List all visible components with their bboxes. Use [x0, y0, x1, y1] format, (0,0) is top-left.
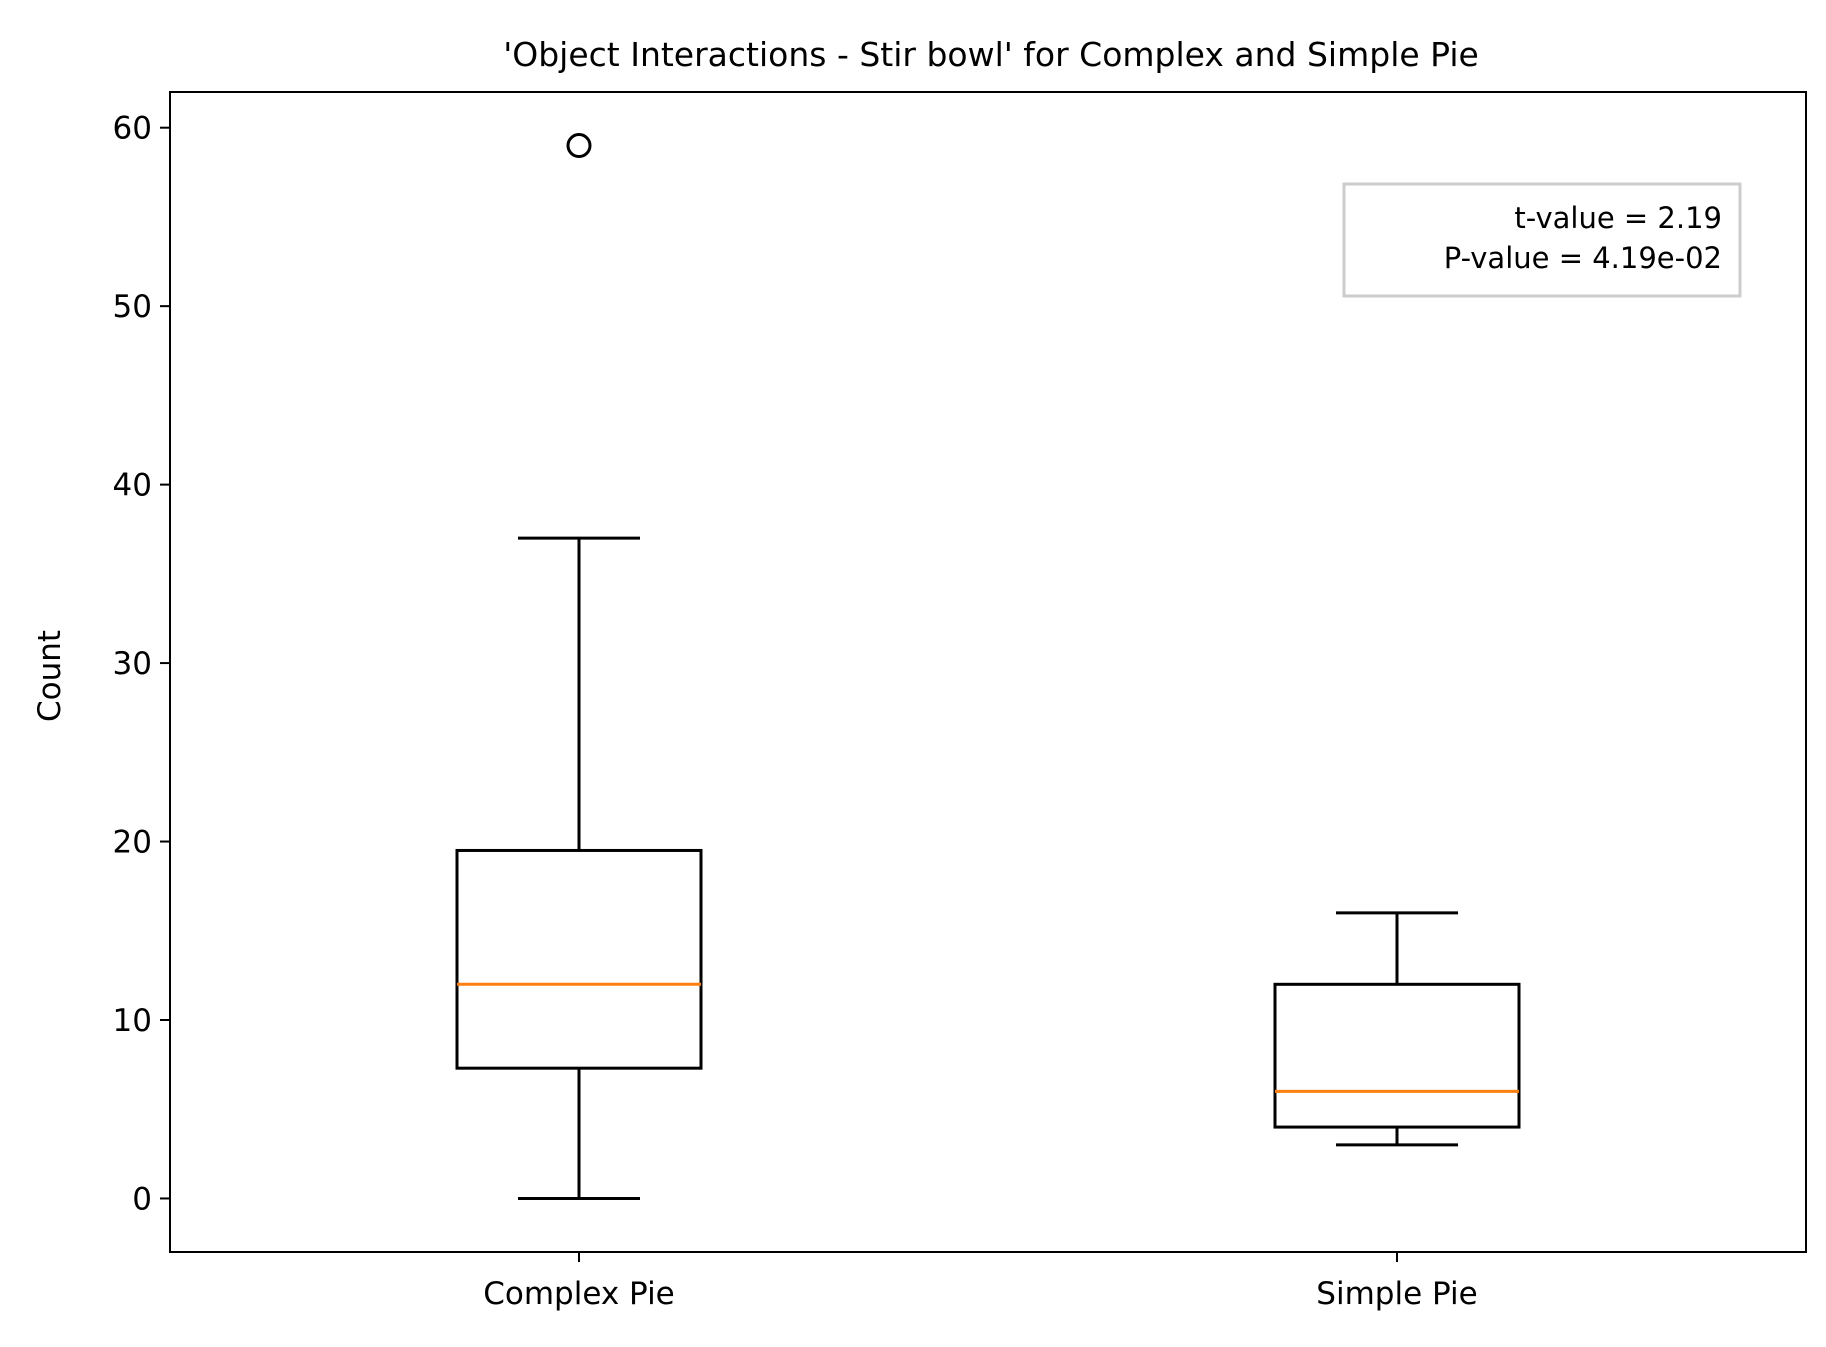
p-value-text: P-value = 4.19e-02	[1444, 241, 1722, 275]
y-tick-label: 0	[132, 1181, 152, 1217]
t-value-text: t-value = 2.19	[1514, 201, 1722, 235]
y-tick-label: 40	[113, 468, 152, 504]
box-iqr	[1273, 982, 1521, 1129]
stats-annotation-box	[1342, 182, 1742, 298]
y-tick-label: 10	[113, 1003, 152, 1039]
y-axis: 0 10 20 30 40 50 60	[113, 111, 170, 1217]
x-axis: Complex Pie Simple Pie	[483, 1252, 1478, 1312]
outlier-point	[566, 133, 592, 159]
box-iqr	[455, 848, 703, 1070]
stats-annotation: t-value = 2.19 P-value = 4.19e-02	[1342, 182, 1742, 298]
x-tick-label: Complex Pie	[483, 1276, 675, 1312]
y-tick-label: 30	[113, 646, 152, 682]
plot-area	[169, 91, 1807, 1253]
boxes	[455, 133, 1521, 1200]
chart-title: 'Object Interactions - Stir bowl' for Co…	[503, 35, 1479, 74]
y-tick-label: 50	[113, 289, 152, 325]
y-axis-label: Count	[32, 630, 68, 722]
y-tick-label: 20	[113, 825, 152, 861]
y-tick-label: 60	[113, 111, 152, 147]
x-tick-label: Simple Pie	[1316, 1276, 1477, 1312]
